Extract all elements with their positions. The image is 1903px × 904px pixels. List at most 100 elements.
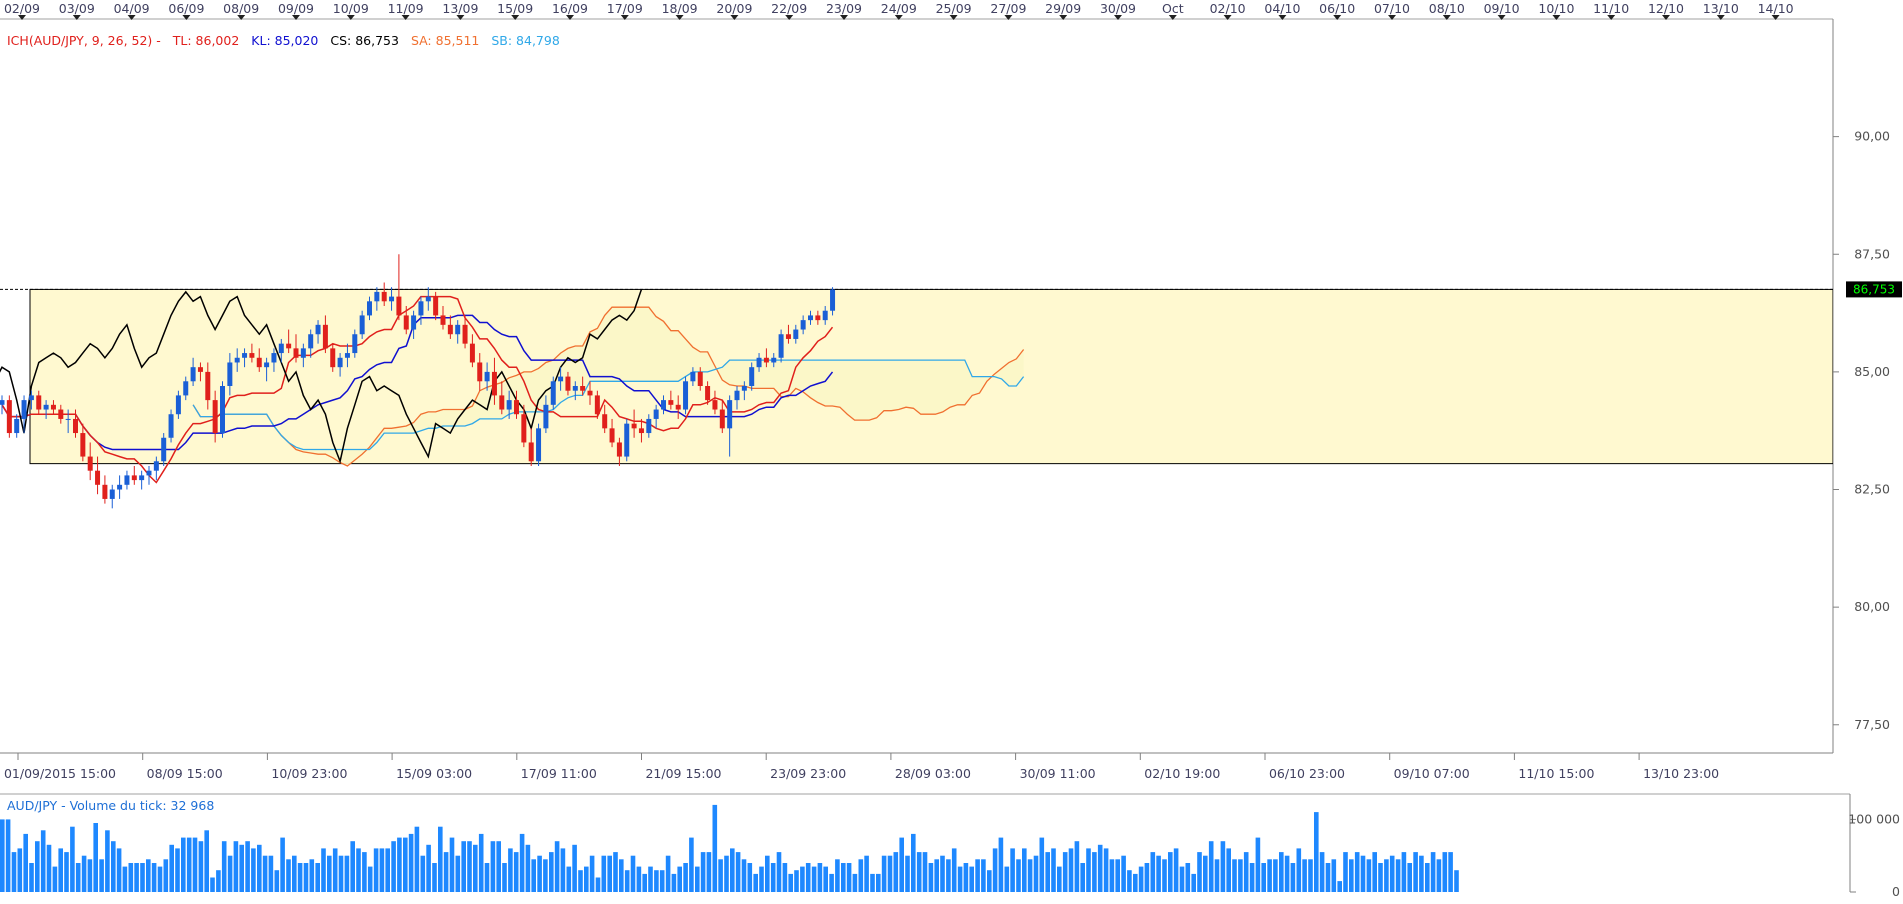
bottom-date-label: 10/09 23:00 xyxy=(271,766,347,781)
volume-bar xyxy=(496,841,501,892)
volume-bar xyxy=(93,823,98,892)
volume-bar xyxy=(1208,841,1214,892)
volume-bar xyxy=(531,859,536,892)
volume-bar xyxy=(1138,866,1144,892)
candle-body xyxy=(491,371,497,396)
candle-body xyxy=(330,348,336,368)
bottom-date-label: 11/10 15:00 xyxy=(1518,766,1594,781)
candle xyxy=(536,423,542,466)
volume-bar xyxy=(1425,863,1430,892)
volume-bar xyxy=(1033,855,1039,892)
volume-bar xyxy=(876,873,881,892)
candle xyxy=(124,470,130,490)
volume-bar xyxy=(1255,837,1261,892)
candle-body xyxy=(381,291,387,302)
volume-bar xyxy=(525,844,531,892)
candle-body xyxy=(425,296,431,302)
candle-body xyxy=(433,296,439,316)
volume-bar xyxy=(595,877,601,892)
candle xyxy=(367,296,372,321)
candle-body xyxy=(352,334,358,354)
candle xyxy=(616,437,622,466)
volume-bar xyxy=(864,855,869,892)
top-date-marker xyxy=(1716,15,1725,20)
top-date-label: 12/10 xyxy=(1648,1,1684,16)
volume-bar xyxy=(1203,855,1208,892)
volume-bar xyxy=(17,848,23,892)
candle-body xyxy=(756,357,762,368)
volume-bar xyxy=(151,863,157,892)
volume-bar xyxy=(607,855,612,892)
volume-bar xyxy=(870,873,875,892)
volume-bar xyxy=(204,830,209,892)
top-date-marker xyxy=(894,15,903,20)
volume-bar xyxy=(572,844,577,892)
volume-bar xyxy=(893,852,899,892)
volume-bar xyxy=(1150,852,1156,892)
candle-body xyxy=(514,400,519,415)
candle-body xyxy=(462,324,468,344)
candle-body xyxy=(80,433,86,457)
candle-body xyxy=(653,409,659,419)
candle-body xyxy=(175,395,181,415)
volume-bar xyxy=(554,841,560,892)
volume-bar xyxy=(747,863,753,892)
top-date-label: 30/09 xyxy=(1100,1,1136,16)
volume-bar xyxy=(800,866,805,892)
candle-body xyxy=(521,414,527,443)
candle xyxy=(139,470,145,490)
candle-body xyxy=(212,400,218,434)
volume-bar xyxy=(467,841,472,892)
bottom-date-label: 17/09 11:00 xyxy=(521,766,597,781)
volume-bar xyxy=(659,870,665,892)
volume-bar xyxy=(1027,859,1033,892)
volume-bar xyxy=(992,848,998,892)
volume-bar xyxy=(146,859,151,892)
candle-body xyxy=(572,386,578,391)
volume-bar xyxy=(1121,855,1126,892)
volume-bar xyxy=(1273,859,1278,892)
candle-body xyxy=(36,395,42,410)
volume-bar xyxy=(1419,855,1424,892)
volume-bar xyxy=(239,844,244,892)
volume-bar xyxy=(1261,863,1266,892)
candle xyxy=(153,456,159,481)
volume-bar xyxy=(111,841,116,892)
volume-bar xyxy=(134,863,139,892)
candle-body xyxy=(506,400,512,410)
candle-body xyxy=(367,301,372,316)
volume-bar xyxy=(1045,852,1050,892)
volume-bar xyxy=(1039,837,1045,892)
candle xyxy=(624,418,630,462)
candle-body xyxy=(705,386,711,401)
volume-bar xyxy=(1115,859,1120,892)
volume-bar xyxy=(1448,852,1453,892)
volume-bar xyxy=(1384,859,1389,892)
bottom-date-label: 30/09 11:00 xyxy=(1020,766,1096,781)
top-date-marker xyxy=(237,15,246,20)
volume-bar xyxy=(128,863,134,892)
volume-bar xyxy=(23,833,28,892)
candle-body xyxy=(139,475,145,481)
candle xyxy=(220,381,225,438)
top-date-marker xyxy=(292,15,300,20)
volume-bar xyxy=(140,863,145,892)
volume-bar xyxy=(1308,859,1313,892)
volume-bar xyxy=(619,859,624,892)
candle xyxy=(205,362,211,410)
candle xyxy=(73,409,78,438)
bottom-date-axis: 01/09/2015 15:00 08/09 15:00 10/09 23:00 15… xyxy=(4,753,1719,781)
volume-bar xyxy=(29,863,34,892)
volume-bar xyxy=(391,841,396,892)
volume-bar xyxy=(274,870,280,892)
volume-bar xyxy=(245,841,250,892)
candle xyxy=(572,381,578,401)
candle xyxy=(264,357,270,382)
top-date-marker xyxy=(456,15,465,20)
volume-tick-label: 0 xyxy=(1892,884,1900,899)
chikou-value: CS: 86,753 xyxy=(330,33,399,48)
volume-bar xyxy=(1354,852,1360,892)
candle xyxy=(175,390,181,419)
volume-bar xyxy=(969,866,974,892)
